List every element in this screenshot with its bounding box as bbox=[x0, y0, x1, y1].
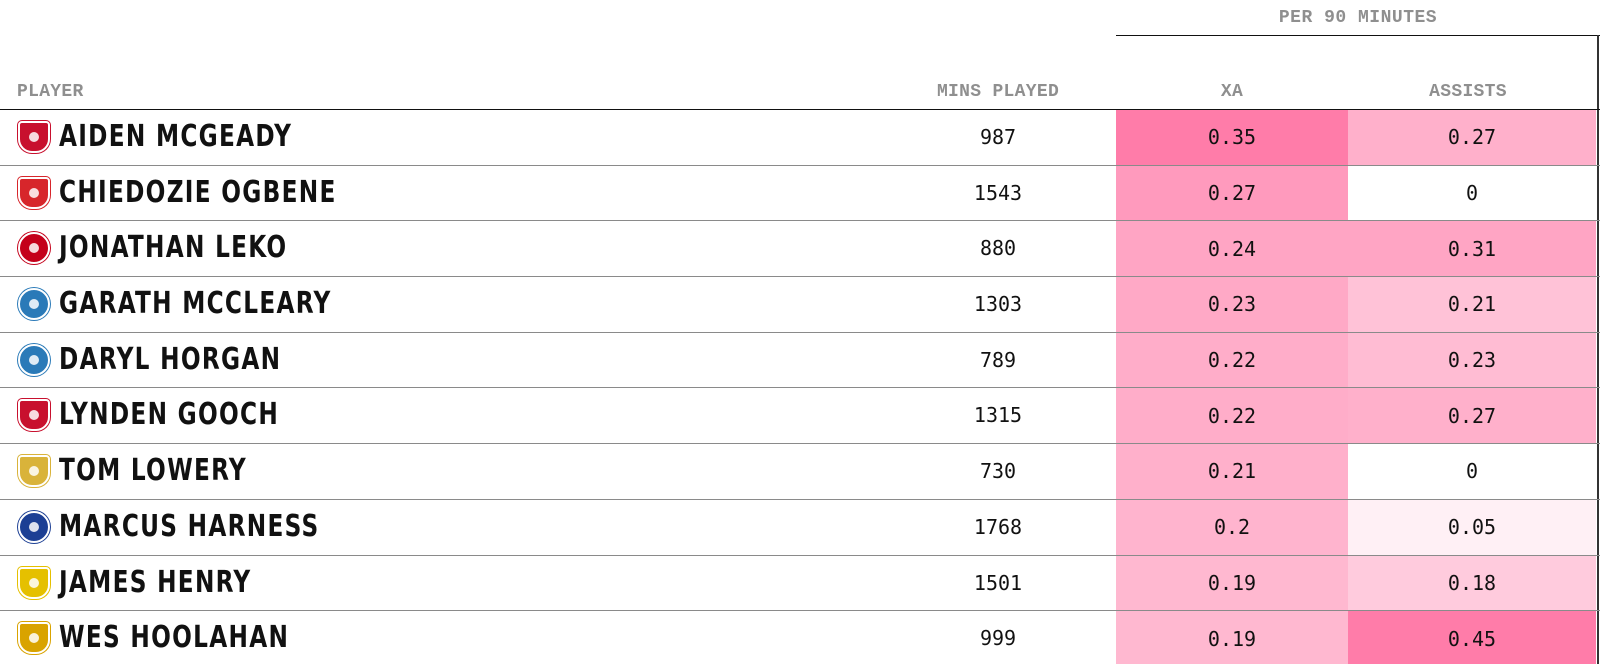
player-name: CHIEDOZIE OGBENE bbox=[59, 174, 337, 210]
column-header-mins-played[interactable]: MINS PLAYED bbox=[936, 82, 1060, 102]
group-header-rule bbox=[1116, 35, 1600, 36]
charlton-crest-icon bbox=[18, 232, 50, 265]
per-90-group-header: PER 90 MINUTES bbox=[1278, 8, 1438, 28]
mins-played-value: 1768 bbox=[973, 514, 1023, 539]
mins-played-value: 789 bbox=[979, 347, 1017, 372]
xa-cell: 0.19 bbox=[1116, 611, 1348, 664]
xa-cell: 0.23 bbox=[1116, 277, 1348, 332]
table-row[interactable]: MARCUS HARNESS 1768 0.2 0.05 bbox=[0, 499, 1600, 556]
player-name: AIDEN MCGEADY bbox=[59, 119, 293, 154]
table-body: AIDEN MCGEADY 987 0.35 0.27 CHIEDOZIE OGBENE… bbox=[0, 110, 1600, 664]
table-row[interactable]: JAMES HENRY 1501 0.19 0.18 bbox=[0, 555, 1600, 612]
assists-cell: 0.21 bbox=[1348, 277, 1596, 332]
mins-played-value: 1501 bbox=[973, 570, 1023, 595]
mins-played-value: 987 bbox=[979, 125, 1017, 149]
assists-cell: 0 bbox=[1348, 444, 1596, 499]
mins-played-value: 1303 bbox=[973, 292, 1023, 317]
assists-cell: 0.27 bbox=[1348, 388, 1596, 444]
xa-cell: 0.22 bbox=[1116, 332, 1348, 388]
rotherham-crest-icon bbox=[18, 176, 50, 209]
table-row[interactable]: CHIEDOZIE OGBENE 1543 0.27 0 bbox=[0, 165, 1600, 222]
assists-cell: 0.31 bbox=[1348, 221, 1596, 277]
wycombe-crest-icon bbox=[18, 343, 50, 376]
assists-cell: 0.23 bbox=[1348, 332, 1596, 388]
table-row[interactable]: DARYL HORGAN 789 0.22 0.23 bbox=[0, 332, 1600, 389]
table-header-row: PLAYER MINS PLAYED XA ASSISTS bbox=[0, 78, 1600, 110]
portsmouth-crest-icon bbox=[18, 510, 50, 543]
xa-cell: 0.35 bbox=[1116, 110, 1348, 165]
xa-cell: 0.21 bbox=[1116, 444, 1348, 499]
player-name: TOM LOWERY bbox=[59, 453, 247, 489]
crewe-crest-icon bbox=[18, 455, 50, 488]
assists-cell: 0 bbox=[1348, 165, 1596, 221]
table-row[interactable]: GARATH MCCLEARY 1303 0.23 0.21 bbox=[0, 277, 1600, 333]
table-row[interactable]: JONATHAN LEKO 880 0.24 0.31 bbox=[0, 221, 1600, 278]
cambridge-crest-icon bbox=[18, 622, 50, 655]
column-header-assists[interactable]: ASSISTS bbox=[1429, 82, 1507, 102]
sunderland-crest-icon bbox=[18, 121, 50, 153]
xa-cell: 0.27 bbox=[1116, 165, 1348, 221]
assists-cell: 0.27 bbox=[1348, 110, 1596, 165]
xa-cell: 0.19 bbox=[1116, 555, 1348, 611]
player-name: LYNDEN GOOCH bbox=[59, 397, 280, 433]
xa-cell: 0.24 bbox=[1116, 221, 1348, 277]
assists-cell: 0.18 bbox=[1348, 555, 1596, 611]
mins-played-value: 730 bbox=[979, 459, 1017, 484]
oxford-crest-icon bbox=[18, 566, 50, 599]
mins-played-value: 1543 bbox=[973, 180, 1023, 205]
table-row[interactable]: TOM LOWERY 730 0.21 0 bbox=[0, 444, 1600, 500]
player-name: DARYL HORGAN bbox=[59, 341, 282, 377]
sunderland-crest-icon bbox=[18, 399, 50, 432]
player-name: GARATH MCCLEARY bbox=[59, 286, 332, 322]
table-row[interactable]: WES HOOLAHAN 999 0.19 0.45 bbox=[0, 611, 1600, 664]
player-name: JAMES HENRY bbox=[59, 564, 252, 600]
wycombe-crest-icon bbox=[18, 288, 50, 321]
column-header-player[interactable]: PLAYER bbox=[17, 82, 84, 102]
player-name: WES HOOLAHAN bbox=[59, 620, 290, 656]
mins-played-value: 1315 bbox=[973, 403, 1023, 428]
column-group-divider bbox=[1597, 35, 1599, 664]
player-name: MARCUS HARNESS bbox=[59, 508, 320, 544]
assists-cell: 0.45 bbox=[1348, 611, 1596, 664]
mins-played-value: 999 bbox=[979, 626, 1017, 651]
column-header-xa[interactable]: XA bbox=[1220, 82, 1244, 102]
table-row[interactable]: LYNDEN GOOCH 1315 0.22 0.27 bbox=[0, 388, 1600, 445]
mins-played-value: 880 bbox=[979, 236, 1017, 261]
assists-cell: 0.05 bbox=[1348, 499, 1596, 555]
player-name: JONATHAN LEKO bbox=[59, 230, 288, 266]
xa-cell: 0.22 bbox=[1116, 388, 1348, 444]
table-row[interactable]: AIDEN MCGEADY 987 0.35 0.27 bbox=[0, 110, 1600, 166]
xa-cell: 0.2 bbox=[1116, 499, 1348, 555]
